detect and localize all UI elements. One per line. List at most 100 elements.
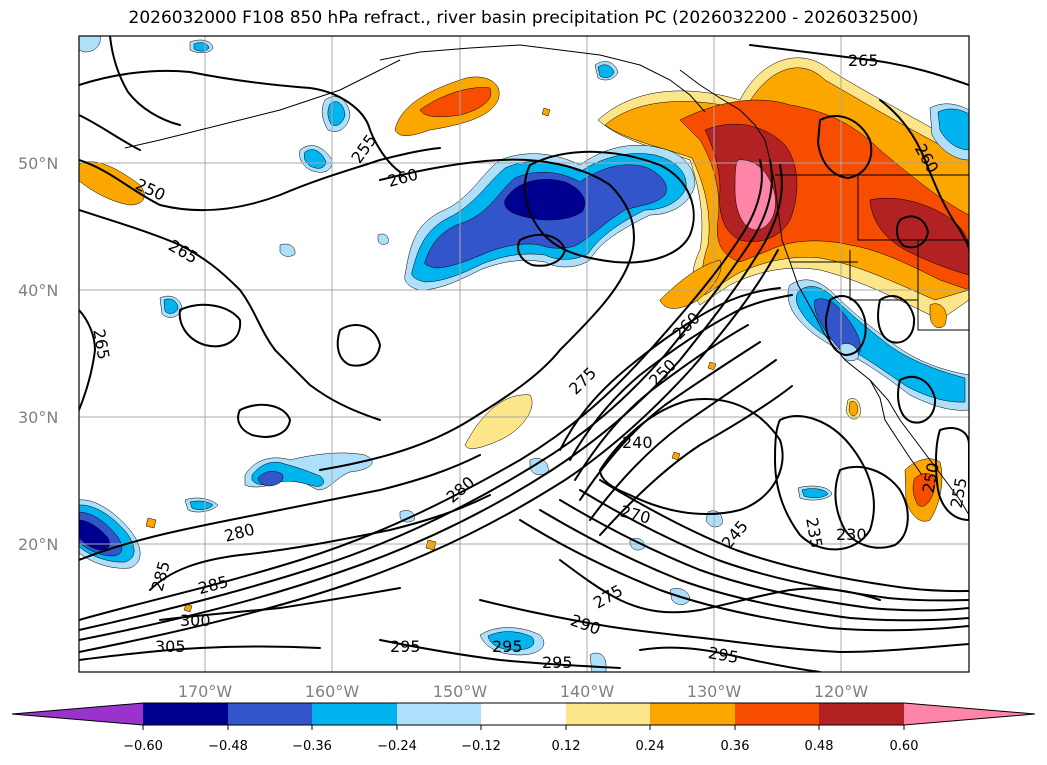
neg3-region-mid bbox=[257, 471, 284, 487]
coast-bc bbox=[679, 69, 779, 211]
contour-jet-south-1 bbox=[519, 519, 969, 632]
colorbar-tick-label: −0.24 bbox=[377, 739, 417, 754]
map-title: 2026032000 F108 850 hPa refract., river … bbox=[128, 8, 919, 28]
colorbar-tick-label: −0.60 bbox=[123, 739, 163, 754]
pos-dot-2 bbox=[425, 539, 437, 551]
pos-dot-1 bbox=[145, 517, 157, 529]
colorbar-segment bbox=[481, 703, 566, 725]
lat-label-30n: 30°N bbox=[18, 408, 58, 427]
contour-275-south bbox=[559, 559, 881, 614]
contour-front-1 bbox=[79, 159, 763, 621]
positive-anomaly-shading bbox=[79, 57, 969, 613]
contour-305 bbox=[79, 645, 321, 661]
pos-region-nw1 bbox=[79, 161, 145, 206]
pos-region-e2 bbox=[848, 401, 858, 417]
map-frame bbox=[78, 35, 970, 673]
contour-260-center bbox=[319, 158, 635, 471]
contour-label: 295 bbox=[390, 637, 421, 656]
contour-jet-south-5 bbox=[599, 479, 969, 593]
neg2-region-e bbox=[937, 108, 969, 151]
pos-dot-6 bbox=[183, 603, 193, 613]
contour-ne-closed2 bbox=[895, 215, 929, 249]
lon-label-150w: 150°W bbox=[433, 682, 488, 701]
colorbar-segment bbox=[228, 703, 312, 725]
contour-closed-w2 bbox=[178, 303, 242, 348]
contour-label: 265 bbox=[848, 51, 879, 70]
contour-285 bbox=[149, 494, 491, 591]
contour-front-2 bbox=[79, 159, 773, 631]
colorbar-segment bbox=[735, 703, 819, 725]
contour-300 bbox=[159, 587, 401, 621]
colorbar-ticks bbox=[142, 725, 905, 730]
contour-inland-3 bbox=[897, 375, 937, 424]
contour-230 bbox=[834, 465, 909, 549]
graticule bbox=[79, 36, 969, 672]
pos-region-e3 bbox=[929, 303, 947, 329]
contour-se-1 bbox=[934, 427, 969, 521]
contour-265-ne bbox=[749, 44, 969, 86]
contour-jet-south-4 bbox=[579, 489, 969, 602]
coast-aleutians bbox=[124, 59, 401, 149]
contour-290 bbox=[479, 599, 969, 653]
negative-anomaly-shading bbox=[79, 36, 969, 672]
colorbar-segment bbox=[566, 703, 650, 725]
pos-region-ca bbox=[659, 259, 722, 309]
colorbar-tick-label: −0.36 bbox=[292, 739, 332, 754]
lon-label-160w: 160°W bbox=[305, 682, 360, 701]
colorbar-tick-label: −0.12 bbox=[461, 739, 501, 754]
lon-label-120w: 120°W bbox=[814, 682, 869, 701]
colorbar-segment bbox=[904, 703, 1035, 725]
contour-label: 295 bbox=[542, 653, 573, 672]
refractivity-contours bbox=[79, 36, 969, 672]
lat-label-20n: 20°N bbox=[18, 535, 58, 554]
pos-dot-5 bbox=[541, 107, 551, 117]
contour-jet-6 bbox=[599, 385, 793, 536]
colorbar-tick-label: 0.48 bbox=[805, 739, 834, 754]
contour-inland-2 bbox=[877, 295, 916, 344]
contour-closed-ak bbox=[517, 233, 566, 267]
neg2-region-small1 bbox=[163, 298, 179, 314]
pos-region-mid2 bbox=[464, 394, 533, 449]
latitude-labels: 50°N 40°N 30°N 20°N bbox=[18, 154, 58, 554]
coast-alaska-south bbox=[379, 44, 706, 113]
colorbar-tick-label: −0.48 bbox=[208, 739, 248, 754]
lat-label-50n: 50°N bbox=[18, 154, 58, 173]
contour-jet-3 bbox=[574, 324, 749, 481]
colorbar: −0.60 −0.48 −0.36 −0.24 −0.12 0.12 0.24 … bbox=[11, 702, 1036, 754]
contour-closed-w1 bbox=[336, 324, 381, 367]
colorbar-segment bbox=[397, 703, 481, 725]
neg1-region-small9 bbox=[377, 233, 389, 245]
contour-label: 305 bbox=[155, 637, 186, 656]
lon-label-170w: 170°W bbox=[178, 682, 233, 701]
contour-jet-south-3 bbox=[559, 499, 969, 612]
neg1-region-small10 bbox=[399, 510, 415, 523]
colorbar-segment bbox=[143, 703, 228, 725]
contour-label: 295 bbox=[492, 637, 523, 656]
contour-265-nw bbox=[79, 209, 381, 421]
lon-label-130w: 130°W bbox=[687, 682, 742, 701]
neg1-region-small8 bbox=[279, 243, 296, 257]
lon-label-140w: 140°W bbox=[560, 682, 615, 701]
neg2-region-bot bbox=[487, 631, 535, 651]
neg2-region-small2 bbox=[801, 488, 829, 498]
coastlines bbox=[124, 44, 969, 516]
contour-front-4 bbox=[79, 249, 779, 653]
contour-295-b bbox=[639, 646, 821, 672]
contour-label: 255 bbox=[947, 476, 971, 509]
contour-label: 300 bbox=[180, 611, 211, 630]
colorbar-segment bbox=[312, 703, 397, 725]
coast-baja bbox=[869, 379, 923, 476]
neg2-region-ae bbox=[597, 64, 615, 78]
colorbar-tick-label: 0.24 bbox=[636, 739, 665, 754]
lat-label-40n: 40°N bbox=[18, 281, 58, 300]
neg4-region-sw bbox=[79, 519, 110, 551]
coast-us-states2 bbox=[917, 240, 969, 331]
pos-region-se2 bbox=[912, 473, 936, 507]
colorbar-tick-label: 0.60 bbox=[890, 739, 919, 754]
contour-inland-1 bbox=[824, 295, 867, 356]
pos-region-alaska2 bbox=[419, 87, 492, 118]
neg3-region-west bbox=[814, 298, 861, 355]
contour-260-ne bbox=[879, 99, 969, 251]
neg2-region-nw bbox=[303, 149, 327, 169]
